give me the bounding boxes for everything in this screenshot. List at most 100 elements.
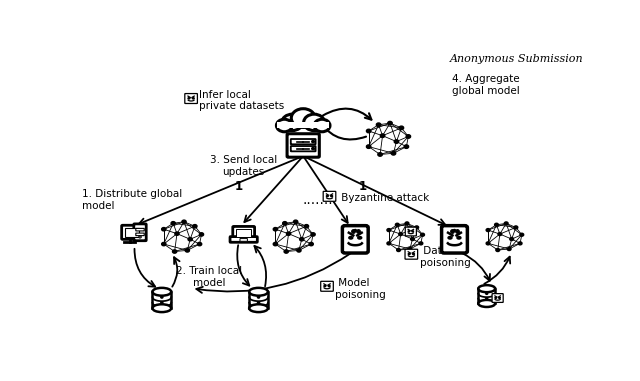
Bar <box>478 289 495 303</box>
Circle shape <box>257 296 260 298</box>
Ellipse shape <box>152 288 172 296</box>
Circle shape <box>405 222 409 225</box>
Circle shape <box>173 250 177 253</box>
Text: 4. Aggregate
global model: 4. Aggregate global model <box>452 74 520 96</box>
Circle shape <box>376 123 381 126</box>
Ellipse shape <box>408 253 410 255</box>
Circle shape <box>367 129 371 133</box>
FancyBboxPatch shape <box>442 226 467 253</box>
Circle shape <box>397 248 401 251</box>
Circle shape <box>514 226 518 229</box>
Circle shape <box>304 114 324 131</box>
Ellipse shape <box>478 285 495 292</box>
FancyBboxPatch shape <box>125 227 139 237</box>
Circle shape <box>193 224 197 228</box>
Circle shape <box>300 238 304 241</box>
Ellipse shape <box>188 98 190 99</box>
Circle shape <box>504 222 508 225</box>
Circle shape <box>276 119 292 132</box>
Ellipse shape <box>152 304 172 312</box>
Circle shape <box>161 296 163 298</box>
FancyBboxPatch shape <box>342 226 368 253</box>
Circle shape <box>294 220 298 223</box>
Circle shape <box>314 119 330 132</box>
Circle shape <box>273 242 278 246</box>
Circle shape <box>399 126 404 130</box>
Ellipse shape <box>358 237 362 239</box>
Text: Anonymous Submission: Anonymous Submission <box>450 54 583 64</box>
Ellipse shape <box>495 297 497 298</box>
FancyBboxPatch shape <box>277 122 329 128</box>
Ellipse shape <box>349 237 353 239</box>
Circle shape <box>496 248 500 251</box>
Circle shape <box>420 233 424 236</box>
FancyBboxPatch shape <box>136 233 144 235</box>
Circle shape <box>139 236 141 238</box>
Circle shape <box>188 238 192 241</box>
Circle shape <box>162 227 166 231</box>
Ellipse shape <box>448 237 452 239</box>
Circle shape <box>287 232 291 235</box>
Circle shape <box>486 293 488 295</box>
Circle shape <box>185 249 189 252</box>
FancyBboxPatch shape <box>287 134 319 157</box>
FancyBboxPatch shape <box>233 226 255 239</box>
Circle shape <box>396 223 399 226</box>
Circle shape <box>198 242 202 246</box>
Text: 1. Distribute global
model: 1. Distribute global model <box>83 189 183 211</box>
Circle shape <box>162 242 166 246</box>
FancyBboxPatch shape <box>236 229 251 237</box>
FancyBboxPatch shape <box>122 225 143 239</box>
Text: Infer local
private datasets: Infer local private datasets <box>199 90 284 111</box>
Circle shape <box>273 227 278 231</box>
Bar <box>152 292 172 308</box>
Circle shape <box>199 233 204 236</box>
Text: .......: ....... <box>303 193 333 207</box>
Circle shape <box>387 229 391 232</box>
Circle shape <box>520 233 524 236</box>
FancyBboxPatch shape <box>321 281 333 291</box>
Ellipse shape <box>193 98 194 99</box>
Text: 2. Train local
model: 2. Train local model <box>176 266 242 288</box>
Circle shape <box>408 248 412 251</box>
Circle shape <box>486 229 490 232</box>
Circle shape <box>311 233 315 236</box>
Ellipse shape <box>331 195 333 197</box>
Ellipse shape <box>412 231 413 232</box>
Circle shape <box>161 302 163 304</box>
Text: 1: 1 <box>358 180 367 193</box>
Ellipse shape <box>499 297 500 298</box>
Circle shape <box>312 147 314 150</box>
Circle shape <box>171 222 175 225</box>
Circle shape <box>367 145 371 149</box>
Circle shape <box>486 242 490 245</box>
FancyBboxPatch shape <box>492 294 503 303</box>
Circle shape <box>378 153 382 156</box>
Circle shape <box>406 135 411 138</box>
Circle shape <box>257 302 260 304</box>
Circle shape <box>495 223 499 226</box>
Circle shape <box>312 141 314 142</box>
Ellipse shape <box>328 285 330 287</box>
FancyBboxPatch shape <box>405 249 418 259</box>
Circle shape <box>399 232 403 235</box>
FancyBboxPatch shape <box>185 94 197 104</box>
Text: 3. Send local
updates: 3. Send local updates <box>210 155 277 177</box>
FancyBboxPatch shape <box>323 191 336 201</box>
Ellipse shape <box>249 288 268 296</box>
Ellipse shape <box>326 195 328 197</box>
Circle shape <box>411 238 414 240</box>
Circle shape <box>391 152 396 155</box>
FancyBboxPatch shape <box>230 237 257 242</box>
Circle shape <box>182 220 186 223</box>
Ellipse shape <box>408 231 410 232</box>
Ellipse shape <box>413 253 415 255</box>
Circle shape <box>380 134 385 138</box>
FancyBboxPatch shape <box>240 239 248 241</box>
Text: Byzantine attack: Byzantine attack <box>338 193 429 203</box>
Ellipse shape <box>249 304 268 312</box>
Circle shape <box>175 232 179 235</box>
Circle shape <box>284 250 289 253</box>
Text: Model
poisoning: Model poisoning <box>335 278 386 300</box>
Circle shape <box>510 238 513 240</box>
